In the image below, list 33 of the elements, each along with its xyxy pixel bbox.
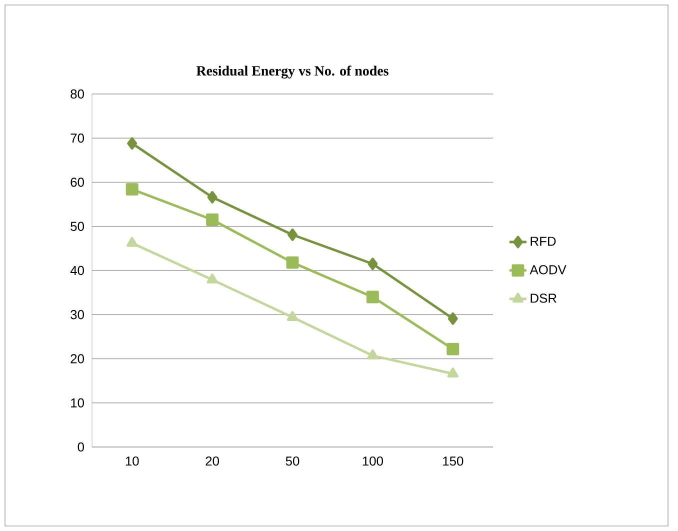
point	[126, 236, 138, 247]
x-tick-label: 150	[443, 456, 464, 466]
y-tick-label: 40	[70, 266, 84, 276]
point	[368, 258, 378, 270]
y-tick-label: 0	[78, 442, 84, 452]
point	[448, 312, 458, 325]
y-tick-label: 80	[70, 89, 84, 99]
point	[207, 191, 218, 204]
x-tick-label: 10	[126, 456, 139, 466]
x-tick-label: 100	[362, 456, 383, 466]
point	[367, 349, 378, 360]
x-tick-label: 20	[206, 456, 219, 466]
y-tick-label: 50	[70, 222, 84, 231]
point	[126, 183, 138, 196]
point	[206, 214, 219, 226]
x-tick-label: 50	[286, 456, 300, 466]
point	[447, 368, 458, 378]
y-tick-label: 60	[70, 178, 84, 187]
legend-label: DSR	[530, 294, 556, 303]
point	[366, 290, 379, 304]
legend-label: RFD	[530, 236, 556, 246]
y-tick-label: 70	[70, 134, 84, 143]
y-tick-label: 20	[70, 354, 84, 364]
point	[286, 311, 298, 322]
point	[288, 228, 298, 241]
legend-label: AODV	[530, 265, 566, 274]
point	[286, 256, 299, 269]
chart-title: Residual Energy vs No. of nodes	[196, 66, 388, 79]
point	[206, 274, 218, 284]
point	[446, 342, 460, 356]
y-tick-label: 30	[70, 310, 84, 320]
y-tick-label: 10	[71, 398, 84, 408]
point	[127, 137, 138, 150]
